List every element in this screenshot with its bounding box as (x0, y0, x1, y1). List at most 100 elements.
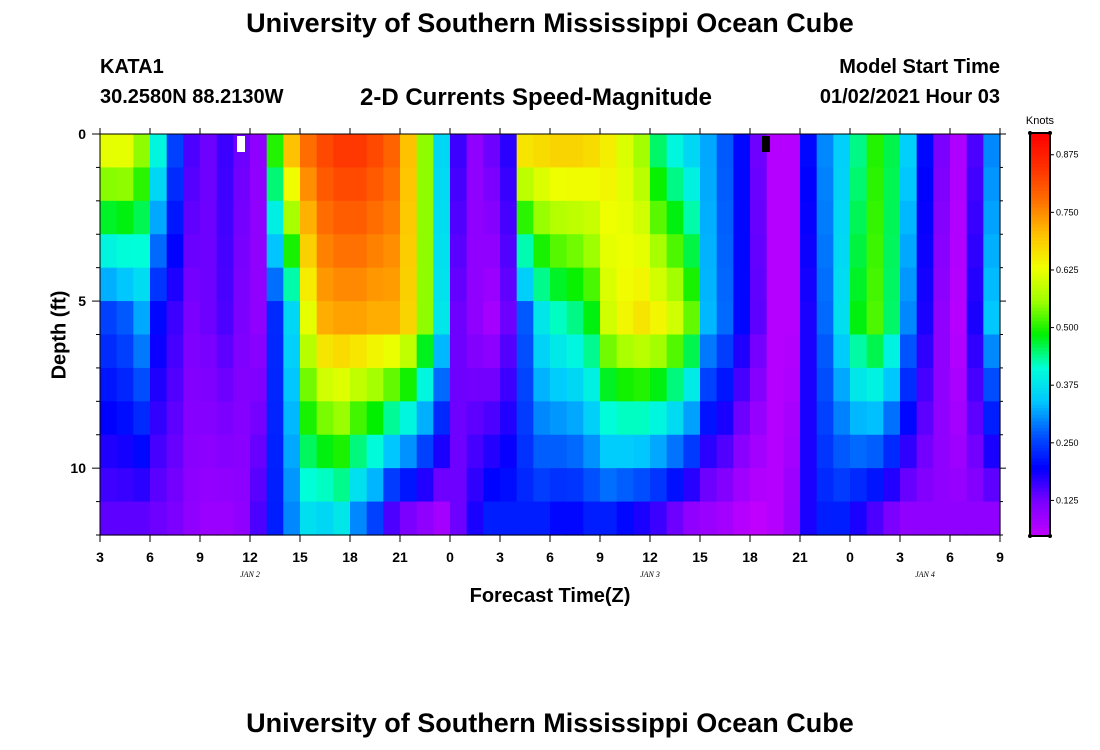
heatmap-cell (433, 267, 451, 302)
colorbar-swatch (1031, 377, 1049, 382)
colorbar: Knots 0.875 0.750 0.625 0.500 0.375 0.250 0.125 (1026, 115, 1079, 538)
heatmap-cell (683, 200, 701, 235)
heatmap-cell (300, 200, 318, 235)
heatmap-cell (233, 434, 251, 469)
heatmap-cell (450, 267, 468, 302)
colorbar-swatch (1031, 501, 1049, 506)
heatmap-cell (233, 334, 251, 369)
x-tick-label: 9 (996, 549, 1004, 565)
heatmap-cell (783, 167, 801, 202)
heatmap-cell (883, 267, 901, 302)
heatmap-cell (300, 134, 318, 169)
heatmap-cell (650, 301, 668, 336)
colorbar-swatch (1031, 267, 1049, 272)
heatmap-cell (350, 301, 368, 336)
heatmap-cell (100, 134, 118, 169)
heatmap-cell (733, 501, 751, 536)
heatmap-cell (466, 267, 484, 302)
heatmap-cell (766, 468, 784, 503)
colorbar-swatch (1031, 521, 1049, 526)
heatmap-cell (150, 200, 168, 235)
heatmap-cell (666, 434, 684, 469)
heatmap-cell (600, 267, 618, 302)
colorbar-swatch (1031, 498, 1049, 503)
heatmap-cell (350, 334, 368, 369)
x-tick-label: 6 (946, 549, 954, 565)
heatmap-cell (500, 134, 518, 169)
heatmap-cell (766, 501, 784, 536)
heatmap-cell (316, 401, 334, 436)
x-tick-label: 6 (146, 549, 154, 565)
heatmap-cell (433, 134, 451, 169)
colorbar-swatch (1031, 347, 1049, 352)
heatmap-cell (733, 200, 751, 235)
heatmap-cell (183, 134, 201, 169)
heatmap-cell (566, 501, 584, 536)
heatmap-cell (916, 434, 934, 469)
y-tick-label: 5 (78, 293, 86, 309)
heatmap-cell (333, 267, 351, 302)
heatmap-cell (700, 434, 718, 469)
colorbar-swatch (1031, 391, 1049, 396)
y-tick-label: 10 (70, 460, 86, 476)
model-start-value: 01/02/2021 Hour 03 (819, 86, 1000, 108)
heatmap-cell (316, 468, 334, 503)
heatmap-cell (350, 468, 368, 503)
heatmap-cell (116, 501, 134, 536)
heatmap-cell (883, 200, 901, 235)
heatmap-cell (983, 301, 1001, 336)
heatmap-cell (550, 401, 568, 436)
heatmap-cell (216, 501, 234, 536)
heatmap-cell (550, 434, 568, 469)
colorbar-swatch (1031, 431, 1049, 436)
heatmap-cell (683, 234, 701, 269)
colorbar-swatch (1031, 240, 1049, 245)
heatmap-cell (450, 401, 468, 436)
heatmap-cell (683, 434, 701, 469)
heatmap-cell (533, 134, 551, 169)
heatmap-cell (200, 468, 218, 503)
heatmap-cell (250, 200, 268, 235)
colorbar-swatch (1031, 274, 1049, 279)
colorbar-swatch (1031, 264, 1049, 269)
heatmap-cell (233, 301, 251, 336)
heatmap-cell (800, 334, 818, 369)
colorbar-swatch (1031, 140, 1049, 145)
heatmap-cell (616, 200, 634, 235)
heatmap-cell (350, 367, 368, 402)
heatmap-cell (583, 334, 601, 369)
heatmap-cell (600, 234, 618, 269)
heatmap-cell (816, 434, 834, 469)
heatmap-cell (600, 200, 618, 235)
heatmap-cell (550, 134, 568, 169)
heatmap-cell (416, 267, 434, 302)
heatmap-cell (383, 167, 401, 202)
colorbar-swatch (1031, 157, 1049, 162)
heatmap-cell (250, 367, 268, 402)
heatmap-cell (566, 367, 584, 402)
heatmap-cell (816, 167, 834, 202)
heatmap-cell (116, 134, 134, 169)
heatmap-cell (850, 334, 868, 369)
heatmap-cell (316, 267, 334, 302)
heatmap-cell (133, 267, 151, 302)
heatmap-cell (750, 267, 768, 302)
heatmap-cell (166, 301, 184, 336)
heatmap-cell (633, 301, 651, 336)
heatmap-cell (533, 367, 551, 402)
heatmap-cell (300, 434, 318, 469)
colorbar-swatch (1031, 234, 1049, 239)
heatmap-cell (633, 434, 651, 469)
heatmap-cell (983, 234, 1001, 269)
heatmap-cell (900, 501, 918, 536)
heatmap-cell (683, 167, 701, 202)
heatmap-cell (516, 200, 534, 235)
heatmap-cell (566, 200, 584, 235)
heatmap-cell (250, 234, 268, 269)
heatmap-cell (900, 234, 918, 269)
heatmap-cell (333, 367, 351, 402)
colorbar-swatch (1031, 334, 1049, 339)
heatmap-cell (950, 167, 968, 202)
heatmap-cell (666, 401, 684, 436)
heatmap-cell (533, 501, 551, 536)
